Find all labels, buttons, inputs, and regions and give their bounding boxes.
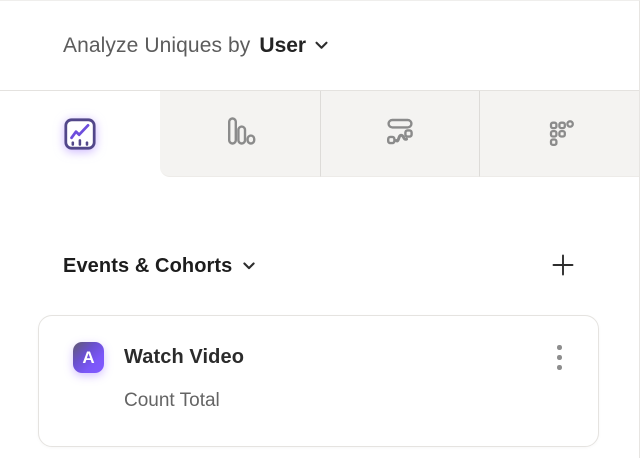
event-card-row: A Watch Video	[73, 342, 568, 373]
analyze-by-label: Analyze Uniques by	[63, 33, 251, 57]
tab-retention[interactable]	[479, 91, 639, 177]
chart-type-tabbar	[0, 91, 639, 177]
bar-chart-icon	[223, 114, 257, 153]
chevron-down-icon	[315, 41, 328, 50]
tab-flows[interactable]	[319, 91, 480, 177]
section-title: Events & Cohorts	[63, 254, 233, 277]
content-area: Events & Cohorts A Watch Video	[0, 177, 639, 458]
header: Analyze Uniques by User	[0, 1, 639, 91]
chevron-down-icon	[243, 262, 256, 270]
tab-insights[interactable]	[0, 91, 160, 177]
tab-bar-chart[interactable]	[159, 91, 320, 177]
line-chart-icon	[62, 116, 98, 152]
kebab-menu-icon[interactable]	[551, 342, 568, 373]
grid-dots-icon	[543, 114, 577, 153]
add-event-button[interactable]	[547, 249, 579, 284]
event-name: Watch Video	[124, 346, 245, 368]
analyze-by-dropdown[interactable]: User	[259, 34, 328, 58]
events-cohorts-dropdown[interactable]: Events & Cohorts	[63, 254, 256, 278]
flow-icon	[383, 114, 417, 153]
event-letter-badge[interactable]: A	[73, 342, 104, 373]
plus-icon	[551, 253, 575, 280]
section-row: Events & Cohorts	[0, 250, 639, 282]
event-card[interactable]: A Watch Video Count Total	[38, 315, 599, 447]
analyze-by-value: User	[259, 33, 307, 57]
event-metric: Count Total	[124, 390, 220, 411]
